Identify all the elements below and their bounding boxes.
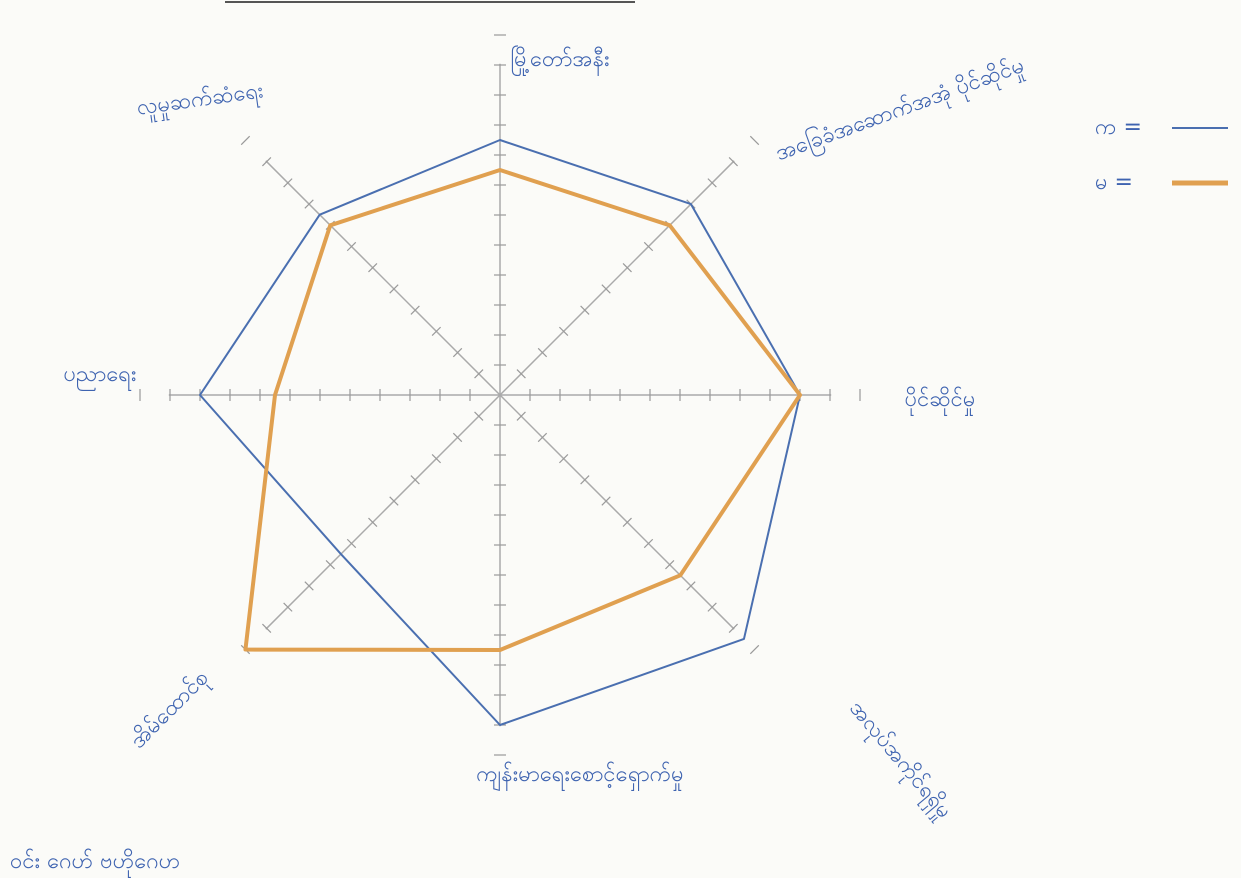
tick-mark bbox=[261, 623, 272, 634]
tick-mark bbox=[665, 560, 675, 570]
tick-mark bbox=[537, 432, 548, 443]
tick-mark bbox=[346, 538, 357, 549]
tick-mark bbox=[558, 453, 569, 464]
tick-mark bbox=[728, 156, 739, 167]
tick-mark bbox=[261, 156, 272, 167]
axis-label: လူမှုဆက်ဆံရေး bbox=[135, 77, 265, 124]
tick-mark bbox=[283, 178, 293, 188]
axis-label: ပိုင်ဆိုင်မှု bbox=[905, 386, 976, 416]
tick-mark bbox=[707, 178, 717, 188]
axis-label: အိမ်ထောင်စု bbox=[125, 665, 217, 757]
axis-label: အခြေခံအဆောက်အအုံ ပိုင်ဆိုင်မှု bbox=[772, 51, 1029, 170]
tick-mark bbox=[474, 369, 484, 379]
tick-mark bbox=[346, 241, 357, 252]
axis-line bbox=[499, 160, 735, 396]
tick-mark bbox=[580, 305, 590, 315]
tick-mark bbox=[643, 538, 654, 549]
tick-mark bbox=[283, 602, 293, 612]
tick-mark bbox=[580, 475, 590, 485]
tick-mark bbox=[304, 581, 314, 591]
tick-mark bbox=[558, 326, 569, 337]
axis-line bbox=[499, 394, 735, 630]
tick-mark bbox=[389, 284, 399, 294]
tick-mark bbox=[728, 623, 739, 634]
tick-mark bbox=[410, 305, 420, 315]
tick-mark bbox=[686, 581, 696, 591]
tick-mark bbox=[516, 369, 526, 379]
tick-mark bbox=[431, 453, 442, 464]
note: ဝင်း ဂေဟ် ဗဟိုဂေဟ bbox=[10, 848, 180, 878]
tick-mark bbox=[707, 602, 717, 612]
axis-label: အလုပ်အကိုင်ရရှိမှု bbox=[840, 695, 957, 826]
axis-label: ကျန်းမာရေးစောင့်ရှောက်မှု bbox=[476, 761, 683, 792]
axis-line bbox=[265, 160, 501, 396]
tick-mark bbox=[749, 644, 760, 655]
tick-mark bbox=[749, 135, 760, 146]
tick-mark bbox=[368, 263, 378, 273]
series-outline bbox=[199, 139, 801, 726]
tick-mark bbox=[537, 347, 548, 358]
tick-mark bbox=[325, 560, 335, 570]
tick-mark bbox=[622, 517, 632, 527]
axis-line bbox=[265, 394, 501, 630]
tick-mark bbox=[452, 432, 463, 443]
legend-label: က = bbox=[1095, 115, 1142, 140]
axis-label: ပညာရေး bbox=[63, 362, 136, 391]
tick-mark bbox=[304, 199, 314, 209]
tick-mark bbox=[474, 411, 484, 421]
tick-mark bbox=[601, 284, 611, 294]
tick-mark bbox=[452, 347, 463, 358]
tick-mark bbox=[643, 241, 654, 252]
tick-mark bbox=[368, 517, 378, 527]
tick-mark bbox=[240, 135, 251, 146]
tick-mark bbox=[516, 411, 526, 421]
series-outline bbox=[243, 168, 802, 652]
tick-mark bbox=[622, 263, 632, 273]
legend-label: မ = bbox=[1095, 170, 1133, 195]
axis-label: မြို့တော်အနီး bbox=[510, 45, 609, 76]
tick-mark bbox=[410, 475, 420, 485]
tick-mark bbox=[601, 496, 611, 506]
tick-mark bbox=[389, 496, 399, 506]
tick-mark bbox=[431, 326, 442, 337]
